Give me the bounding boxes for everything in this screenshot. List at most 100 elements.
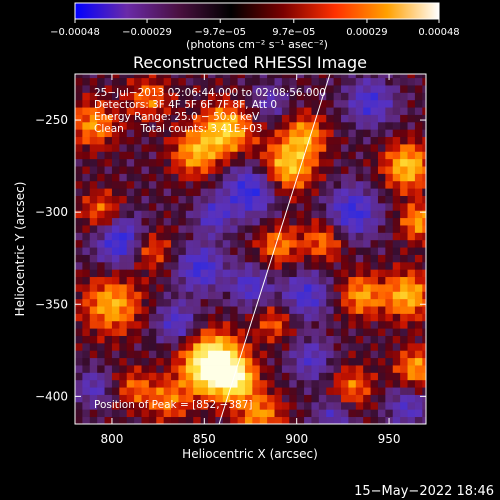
heatmap-cell <box>392 92 401 101</box>
heatmap-cell <box>363 357 371 366</box>
heatmap-cell <box>259 365 268 373</box>
heatmap-cell <box>363 306 371 314</box>
heatmap-cell <box>341 350 349 359</box>
heatmap-cell <box>252 276 261 285</box>
heatmap-cell <box>82 136 91 145</box>
heatmap-cell <box>156 313 165 322</box>
heatmap-cell <box>104 291 113 300</box>
heatmap-cell <box>311 306 320 314</box>
heatmap-cell <box>82 269 91 278</box>
heatmap-cell <box>304 335 312 344</box>
heatmap-cells <box>75 74 426 424</box>
heatmap-cell <box>274 379 283 388</box>
heatmap-cell <box>274 239 283 248</box>
heatmap-cell <box>274 92 283 101</box>
heatmap-cell <box>385 188 394 196</box>
heatmap-cell <box>370 306 379 314</box>
heatmap-cell <box>178 387 187 395</box>
heatmap-cell <box>400 210 408 219</box>
heatmap-cell <box>119 239 128 248</box>
heatmap-cell <box>134 379 142 388</box>
heatmap-cell <box>119 416 128 424</box>
heatmap-cell <box>185 313 194 322</box>
heatmap-cell <box>304 195 312 204</box>
heatmap-cell <box>200 306 209 314</box>
colorbar-tick-label: 0.00029 <box>346 27 387 38</box>
heatmap-cell <box>178 166 187 174</box>
heatmap-cell <box>193 394 202 403</box>
heatmap-cell <box>75 350 83 359</box>
heatmap-cell <box>252 387 261 395</box>
heatmap-cell <box>281 239 290 248</box>
heatmap-cell <box>200 188 209 196</box>
heatmap-cell <box>252 350 261 359</box>
heatmap-cell <box>111 239 120 248</box>
heatmap-cell <box>171 320 179 329</box>
heatmap-cell <box>318 357 327 366</box>
heatmap-cell <box>208 298 216 307</box>
heatmap-cell <box>134 239 142 248</box>
heatmap-cell <box>208 74 216 79</box>
heatmap-cell <box>134 357 142 366</box>
heatmap-cell <box>215 357 224 366</box>
heatmap-cell <box>215 202 224 211</box>
heatmap-cell <box>97 320 105 329</box>
heatmap-cell <box>134 291 142 300</box>
heatmap-cell <box>355 394 364 403</box>
heatmap-cell <box>89 291 98 300</box>
heatmap-cell <box>244 254 253 263</box>
heatmap-cell <box>208 239 216 248</box>
heatmap-cell <box>392 232 401 241</box>
heatmap-cell <box>208 350 216 359</box>
heatmap-cell <box>296 92 305 101</box>
heatmap-cell <box>200 254 209 263</box>
heatmap-cell <box>82 217 91 226</box>
heatmap-cell <box>252 342 261 351</box>
heatmap-cell <box>385 166 394 174</box>
heatmap-cell <box>414 166 423 174</box>
heatmap-cell <box>341 121 349 130</box>
heatmap-cell <box>355 328 364 336</box>
heatmap-cell <box>289 188 298 196</box>
heatmap-cell <box>178 335 187 344</box>
heatmap-cell <box>370 365 379 373</box>
heatmap-cell <box>104 298 113 307</box>
heatmap-cell <box>237 173 246 182</box>
heatmap-cell <box>171 276 179 285</box>
heatmap-cell <box>119 166 128 174</box>
heatmap-cell <box>296 372 305 381</box>
heatmap-cell <box>296 254 305 263</box>
heatmap-cell <box>244 85 253 93</box>
heatmap-cell <box>326 114 335 123</box>
heatmap-cell <box>289 217 298 226</box>
heatmap-cell <box>230 188 238 196</box>
heatmap-cell <box>148 180 157 189</box>
heatmap-cell <box>163 298 172 307</box>
heatmap-cell <box>134 365 142 373</box>
heatmap-cell <box>363 328 371 336</box>
heatmap-cell <box>414 121 423 130</box>
heatmap-cell <box>267 372 275 381</box>
heatmap-cell <box>141 144 150 152</box>
heatmap-cell <box>252 298 261 307</box>
heatmap-cell <box>341 158 349 167</box>
heatmap-cell <box>333 416 342 424</box>
heatmap-cell <box>377 394 386 403</box>
heatmap-cell <box>385 232 394 241</box>
heatmap-cell <box>104 401 113 410</box>
heatmap-cell <box>400 365 408 373</box>
heatmap-cell <box>296 121 305 130</box>
heatmap-cell <box>326 276 335 285</box>
heatmap-cell <box>134 180 142 189</box>
heatmap-cell <box>385 247 394 255</box>
heatmap-cell <box>82 92 91 101</box>
heatmap-cell <box>126 254 135 263</box>
heatmap-cell <box>89 129 98 138</box>
heatmap-cell <box>97 129 105 138</box>
heatmap-cell <box>111 379 120 388</box>
heatmap-cell <box>311 151 320 160</box>
heatmap-cell <box>163 202 172 211</box>
heatmap-cell <box>119 401 128 410</box>
plot-frame <box>74 73 427 425</box>
heatmap-cell <box>267 180 275 189</box>
